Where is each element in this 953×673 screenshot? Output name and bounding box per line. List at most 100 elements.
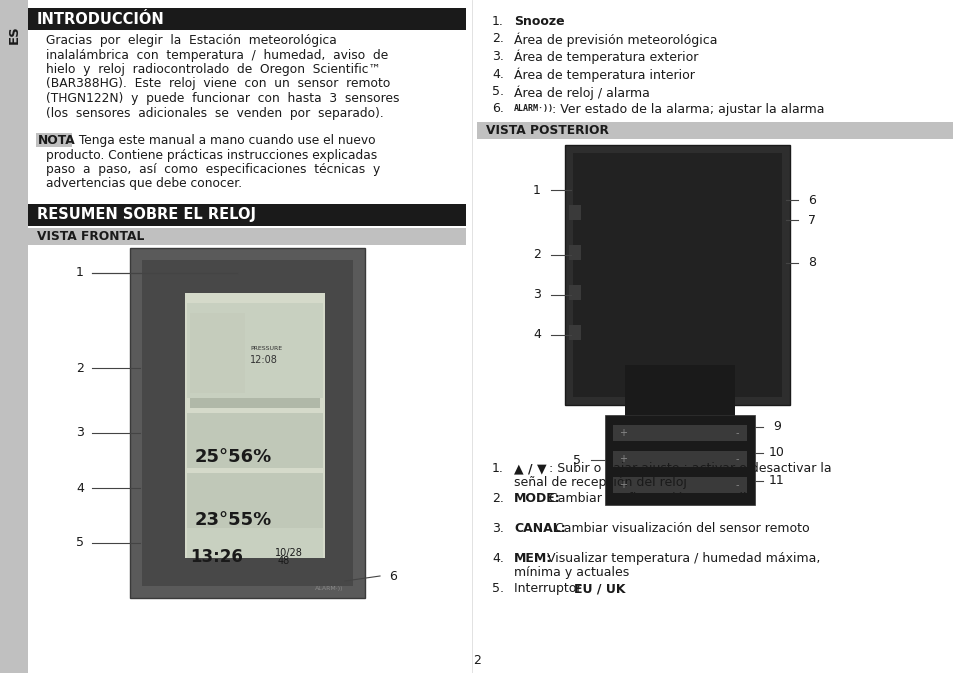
Text: 1.: 1.: [492, 462, 503, 475]
Text: 25°56%: 25°56%: [194, 448, 272, 466]
Text: 2: 2: [533, 248, 540, 262]
Text: 11: 11: [768, 474, 784, 487]
Text: 3: 3: [76, 427, 84, 439]
Text: ES: ES: [8, 26, 20, 44]
Bar: [190, 398, 319, 408]
Text: 6: 6: [389, 569, 396, 583]
Text: 10/28: 10/28: [274, 548, 302, 558]
Text: 5.: 5.: [492, 582, 503, 595]
Text: CANAL:: CANAL:: [514, 522, 565, 535]
Text: 1: 1: [533, 184, 540, 197]
Text: ALARM·)): ALARM·)): [314, 586, 343, 591]
Text: 7: 7: [807, 213, 815, 227]
Bar: [187, 528, 323, 558]
Text: ALARM·)): ALARM·)): [514, 104, 554, 112]
Text: : Subir o bajar ajuste ; activar o desactivar la: : Subir o bajar ajuste ; activar o desac…: [544, 462, 831, 475]
Bar: [190, 313, 245, 393]
Text: 9: 9: [772, 421, 781, 433]
Text: 2.: 2.: [492, 32, 503, 46]
Text: 2: 2: [76, 361, 84, 374]
Text: 4.: 4.: [492, 67, 503, 81]
Text: +: +: [618, 454, 626, 464]
Bar: [476, 122, 953, 139]
Text: MEM:: MEM:: [514, 552, 552, 565]
Text: RESUMEN SOBRE EL RELOJ: RESUMEN SOBRE EL RELOJ: [37, 207, 255, 223]
Text: INTRODUCCIÓN: INTRODUCCIÓN: [37, 11, 165, 26]
Text: 12:08: 12:08: [250, 355, 277, 365]
Text: -: -: [735, 480, 738, 490]
Text: 3: 3: [533, 289, 540, 302]
Bar: [604, 415, 754, 505]
Text: 4.: 4.: [492, 552, 503, 565]
Text: 6.: 6.: [492, 102, 503, 116]
Text: 23°55%: 23°55%: [194, 511, 272, 529]
Text: PRESSURE: PRESSURE: [250, 346, 282, 351]
Text: advertencias que debe conocer.: advertencias que debe conocer.: [46, 178, 242, 190]
Text: señal de recepción del reloj: señal de recepción del reloj: [514, 476, 686, 489]
Text: Área de temperatura exterior: Área de temperatura exterior: [514, 50, 698, 65]
Bar: [564, 145, 789, 405]
Text: Snooze: Snooze: [514, 15, 564, 28]
Text: +: +: [618, 428, 626, 438]
Text: : Ver estado de la alarma; ajustar la alarma: : Ver estado de la alarma; ajustar la al…: [547, 102, 823, 116]
Text: 48: 48: [277, 556, 290, 566]
Text: 2: 2: [473, 653, 480, 666]
Text: Cambiar visualización del sensor remoto: Cambiar visualización del sensor remoto: [551, 522, 809, 535]
Bar: [142, 260, 353, 586]
Text: MODE:: MODE:: [514, 492, 560, 505]
Text: mínima y actuales: mínima y actuales: [514, 566, 629, 579]
Text: paso  a  paso,  así  como  especificaciones  técnicas  y: paso a paso, así como especificaciones t…: [46, 163, 380, 176]
Text: Área de previsión meteorológica: Área de previsión meteorológica: [514, 32, 717, 47]
Text: VISTA POSTERIOR: VISTA POSTERIOR: [485, 124, 608, 137]
Text: -: -: [735, 428, 738, 438]
Text: Interruptor: Interruptor: [514, 582, 585, 595]
Text: (los  sensores  adicionales  se  venden  por  separado).: (los sensores adicionales se venden por …: [46, 106, 383, 120]
Text: (BAR388HG).  Este  reloj  viene  con  un  sensor  remoto: (BAR388HG). Este reloj viene con un sens…: [46, 77, 390, 90]
Text: Tenga este manual a mano cuando use el nuevo: Tenga este manual a mano cuando use el n…: [75, 134, 375, 147]
Text: EU / UK: EU / UK: [574, 582, 625, 595]
Bar: [0, 0, 28, 673]
Bar: [568, 205, 580, 220]
Bar: [187, 303, 323, 398]
Bar: [28, 228, 465, 245]
Text: Visualizar temperatura / humedad máxima,: Visualizar temperatura / humedad máxima,: [538, 552, 820, 565]
Text: 5.: 5.: [492, 85, 503, 98]
Text: 3.: 3.: [492, 50, 503, 63]
Bar: [28, 204, 465, 226]
Text: 4: 4: [533, 328, 540, 341]
Bar: [36, 133, 71, 147]
Text: 4: 4: [76, 481, 84, 495]
Bar: [568, 285, 580, 300]
Bar: [568, 325, 580, 340]
Bar: [624, 365, 734, 445]
Bar: [28, 8, 465, 30]
Text: 5: 5: [76, 536, 84, 549]
Bar: [613, 451, 746, 467]
Text: 8: 8: [807, 256, 815, 269]
Bar: [573, 153, 781, 397]
Bar: [187, 473, 323, 528]
Text: -: -: [735, 454, 738, 464]
Text: Gracias  por  elegir  la  Estación  meteorológica: Gracias por elegir la Estación meteoroló…: [46, 34, 336, 47]
Text: 1: 1: [76, 267, 84, 279]
Text: inalalámbrica  con  temperatura  /  humedad,  aviso  de: inalalámbrica con temperatura / humedad,…: [46, 48, 388, 61]
Text: producto. Contiene prácticas instrucciones explicadas: producto. Contiene prácticas instruccion…: [46, 149, 376, 162]
Text: +: +: [618, 480, 626, 490]
Text: 3.: 3.: [492, 522, 503, 535]
Text: Cambiar configuración / pantalla: Cambiar configuración / pantalla: [544, 492, 754, 505]
Text: ▲ / ▼: ▲ / ▼: [514, 462, 546, 475]
Text: VISTA FRONTAL: VISTA FRONTAL: [37, 229, 144, 242]
Bar: [130, 248, 365, 598]
Text: 1.: 1.: [492, 15, 503, 28]
Text: (THGN122N)  y  puede  funcionar  con  hasta  3  sensores: (THGN122N) y puede funcionar con hasta 3…: [46, 92, 399, 105]
Bar: [185, 293, 325, 558]
Text: Área de reloj / alarma: Área de reloj / alarma: [514, 85, 649, 100]
Text: 2.: 2.: [492, 492, 503, 505]
Text: Área de temperatura interior: Área de temperatura interior: [514, 67, 694, 82]
Bar: [613, 425, 746, 441]
Text: hielo  y  reloj  radiocontrolado  de  Oregon  Scientific™: hielo y reloj radiocontrolado de Oregon …: [46, 63, 380, 76]
Bar: [568, 245, 580, 260]
Bar: [613, 477, 746, 493]
Text: 6: 6: [807, 194, 815, 207]
Text: 5: 5: [573, 454, 580, 466]
